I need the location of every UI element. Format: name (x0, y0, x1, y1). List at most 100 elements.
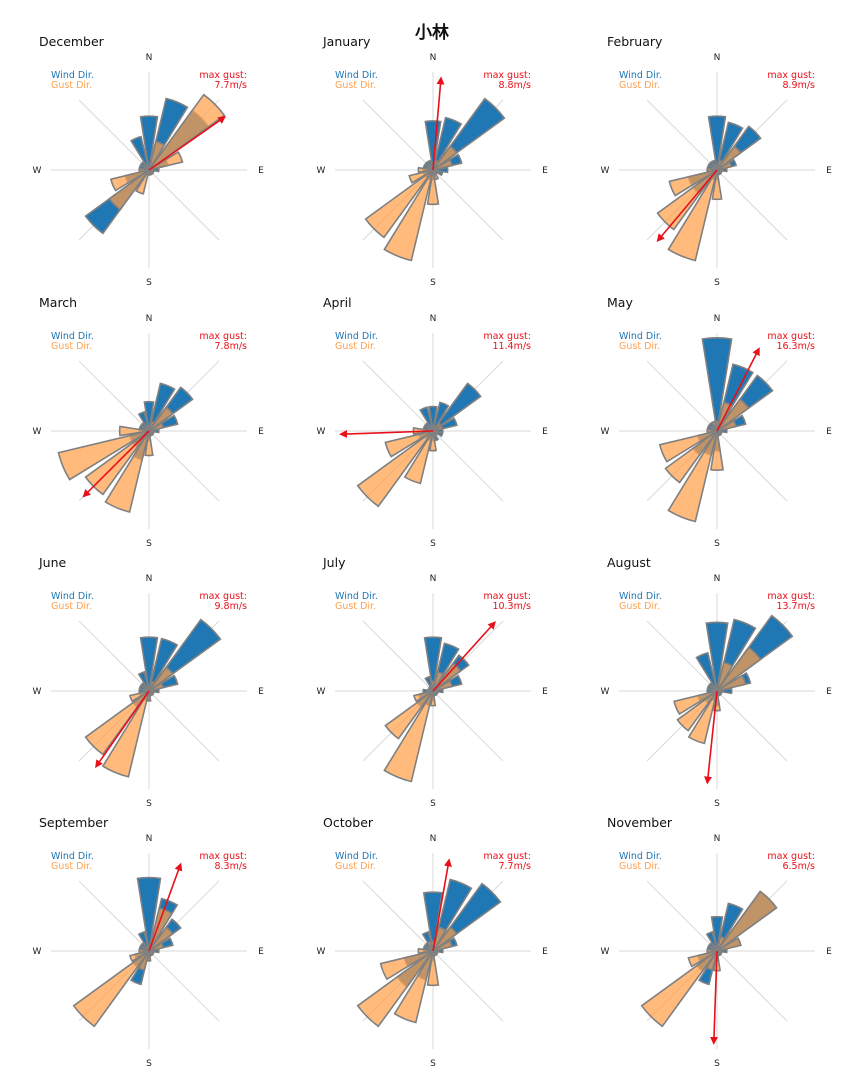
legend-gust: Gust Dir. (619, 341, 660, 352)
wind-bar-nnw (695, 651, 718, 692)
compass-label-w: W (601, 947, 610, 957)
gust-bar-wsw (668, 169, 718, 197)
max-gust-arrow (95, 690, 150, 769)
legend-wind: Wind Dir. (335, 70, 378, 81)
gust-bar-nnw (145, 685, 150, 692)
compass-label-e: E (826, 427, 832, 437)
wind-rose-june: N S E W June Wind Dir.Gust Dir. max gust:9.8m/… (33, 555, 265, 809)
compass-label-e: E (542, 427, 548, 437)
max-gust-label: max gust: (199, 331, 247, 342)
compass-label-n: N (714, 53, 721, 63)
gust-bar-sw (640, 950, 718, 1028)
wind-bar-n (139, 636, 159, 692)
compass-label-n: N (146, 53, 153, 63)
max-gust-arrow (704, 690, 718, 785)
gust-bar-sw (84, 690, 150, 756)
legend-gust: Gust Dir. (335, 341, 376, 352)
compass-label-s: S (714, 1059, 720, 1069)
max-gust-label: max gust: (199, 70, 247, 81)
wind-bar-n (705, 621, 729, 692)
legend-gust: Gust Dir. (619, 80, 660, 91)
max-gust-value: 8.8m/s (498, 80, 531, 91)
wind-rose-october: N S E W October Wind Dir.Gust Dir. max gust:7.… (317, 815, 549, 1069)
legend-wind: Wind Dir. (51, 591, 94, 602)
compass-label-s: S (430, 278, 436, 288)
gust-bar-wsw (408, 169, 434, 184)
max-gust-value: 11.4m/s (492, 341, 531, 352)
gust-bar-wsw (687, 950, 718, 968)
compass-label-n: N (714, 574, 721, 584)
compass-label-n: N (146, 834, 153, 844)
max-gust-value: 6.5m/s (782, 861, 815, 872)
gust-bar-s (426, 950, 440, 987)
legend-wind: Wind Dir. (335, 331, 378, 342)
max-gust-arrow (432, 76, 445, 171)
gust-bar-ne (148, 926, 174, 952)
gust-bar-sw (356, 950, 434, 1028)
gust-bar-nnw (710, 420, 718, 432)
month-title: May (607, 295, 633, 310)
max-gust-arrow (148, 862, 183, 952)
compass-label-w: W (33, 947, 42, 957)
max-gust-arrow (82, 430, 150, 498)
compass-label-s: S (146, 1059, 152, 1069)
max-gust-label: max gust: (767, 331, 815, 342)
compass-label-e: E (258, 687, 264, 697)
legend-gust: Gust Dir. (335, 861, 376, 872)
wind-bar-nne (148, 382, 176, 432)
gust-bar-nne (148, 907, 174, 952)
legend-gust: Gust Dir. (51, 80, 92, 91)
compass-label-n: N (430, 574, 437, 584)
compass-label-w: W (33, 427, 42, 437)
gust-bar-sw (676, 690, 718, 732)
gust-bar-s (711, 169, 723, 201)
wind-bar-n (707, 115, 727, 171)
gust-bar-w (706, 428, 718, 434)
max-gust-arrow (339, 429, 434, 438)
compass-label-e: E (542, 687, 548, 697)
gust-bar-nnw (426, 940, 434, 952)
legend-wind: Wind Dir. (335, 591, 378, 602)
gust-bar-ene (148, 682, 165, 692)
legend-wind: Wind Dir. (335, 851, 378, 862)
wind-rose-september: N S E W September Wind Dir.Gust Dir. max gust:… (33, 815, 265, 1069)
legend-gust: Gust Dir. (51, 861, 92, 872)
gust-bar-nne (148, 140, 166, 171)
compass-label-e: E (826, 166, 832, 176)
gust-bar-nnw (429, 425, 434, 432)
max-gust-label: max gust: (199, 851, 247, 862)
gust-bar-ssw (403, 430, 434, 485)
legend-gust: Gust Dir. (51, 601, 92, 612)
gust-bar-sw (384, 690, 434, 740)
gust-bar-sw (656, 169, 718, 231)
legend-wind: Wind Dir. (619, 591, 662, 602)
wind-rose-july: N S E W July Wind Dir.Gust Dir. max gust:10.3m… (317, 555, 549, 809)
gust-bar-s (146, 950, 152, 962)
gust-bar-ssw (104, 430, 150, 513)
gust-bar-wsw (128, 690, 150, 703)
gust-bar-ne (148, 93, 226, 171)
gust-bar-s (426, 169, 440, 206)
compass-label-n: N (714, 834, 721, 844)
wind-bar-nnw (130, 135, 150, 171)
legend-wind: Wind Dir. (51, 851, 94, 862)
legend-gust: Gust Dir. (619, 601, 660, 612)
compass-label-s: S (146, 539, 152, 549)
max-gust-value: 8.3m/s (214, 861, 247, 872)
compass-label-s: S (430, 799, 436, 809)
compass-label-s: S (430, 539, 436, 549)
max-gust-label: max gust: (483, 331, 531, 342)
gust-bar-ne (432, 926, 458, 952)
max-gust-value: 10.3m/s (492, 601, 531, 612)
legend-wind: Wind Dir. (619, 851, 662, 862)
gust-bar-ne (716, 646, 762, 692)
legend-gust: Gust Dir. (619, 861, 660, 872)
max-gust-value: 7.7m/s (214, 80, 247, 91)
max-gust-value: 13.7m/s (776, 601, 815, 612)
gust-bar-wsw (379, 950, 434, 981)
gust-bar-wsw (109, 169, 150, 192)
gust-bar-w (706, 948, 718, 954)
month-title: November (607, 815, 673, 830)
compass-label-e: E (826, 687, 832, 697)
